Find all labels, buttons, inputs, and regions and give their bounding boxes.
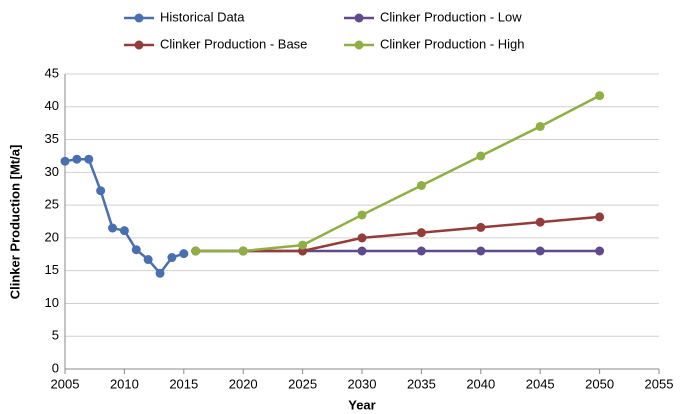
x-tick-label: 2045 [526, 376, 555, 391]
y-tick-label: 40 [45, 98, 59, 113]
data-point [595, 91, 605, 101]
y-tick-label: 5 [52, 328, 59, 343]
data-point [416, 228, 426, 238]
series-line [64, 157, 185, 276]
y-axis-label: Clinker Production [Mt/a] [7, 145, 22, 300]
data-point [298, 240, 308, 250]
series-line [195, 94, 601, 253]
data-point [476, 151, 486, 161]
legend-label: Historical Data [160, 9, 245, 24]
y-tick-label: 30 [45, 164, 59, 179]
data-point [416, 180, 426, 190]
legend-label: Clinker Production - Low [380, 9, 522, 24]
data-point [84, 154, 94, 164]
data-point [72, 154, 82, 164]
data-point [96, 186, 106, 196]
y-tick-label: 15 [45, 262, 59, 277]
y-tick-label: 45 [45, 65, 59, 80]
data-point [535, 246, 545, 256]
x-tick-label: 2050 [585, 376, 614, 391]
legend-marker [134, 13, 144, 23]
x-tick-label: 2035 [407, 376, 436, 391]
x-tick-label: 2010 [110, 376, 139, 391]
data-point [60, 156, 70, 166]
data-point [357, 233, 367, 243]
legend-marker [134, 40, 144, 50]
data-point [167, 253, 177, 263]
data-point [119, 226, 129, 236]
data-point [595, 212, 605, 222]
data-point [535, 121, 545, 131]
x-tick-label: 2040 [466, 376, 495, 391]
data-point [357, 210, 367, 220]
data-point [476, 246, 486, 256]
x-tick-label: 2030 [348, 376, 377, 391]
y-tick-label: 25 [45, 197, 59, 212]
legend-label: Clinker Production - High [380, 36, 525, 51]
data-point [155, 268, 165, 278]
x-tick-label: 2015 [169, 376, 198, 391]
y-tick-label: 0 [52, 360, 59, 375]
data-point [535, 217, 545, 227]
data-point [108, 223, 118, 233]
data-point [357, 246, 367, 256]
data-point [179, 249, 189, 259]
data-point [131, 245, 141, 255]
y-tick-label: 20 [45, 229, 59, 244]
data-point [191, 246, 201, 256]
data-point [476, 222, 486, 232]
x-tick-label: 2005 [51, 376, 80, 391]
legend-marker [354, 13, 364, 23]
y-tick-label: 35 [45, 131, 59, 146]
data-point [238, 246, 248, 256]
x-tick-label: 2020 [229, 376, 258, 391]
data-point [416, 246, 426, 256]
x-tick-label: 2025 [288, 376, 317, 391]
y-tick-label: 10 [45, 295, 59, 310]
legend-label: Clinker Production - Base [160, 36, 307, 51]
x-axis-label: Year [348, 397, 375, 412]
legend-marker [354, 40, 364, 50]
data-point [143, 255, 153, 265]
x-tick-label: 2055 [645, 376, 674, 391]
data-point [595, 246, 605, 256]
